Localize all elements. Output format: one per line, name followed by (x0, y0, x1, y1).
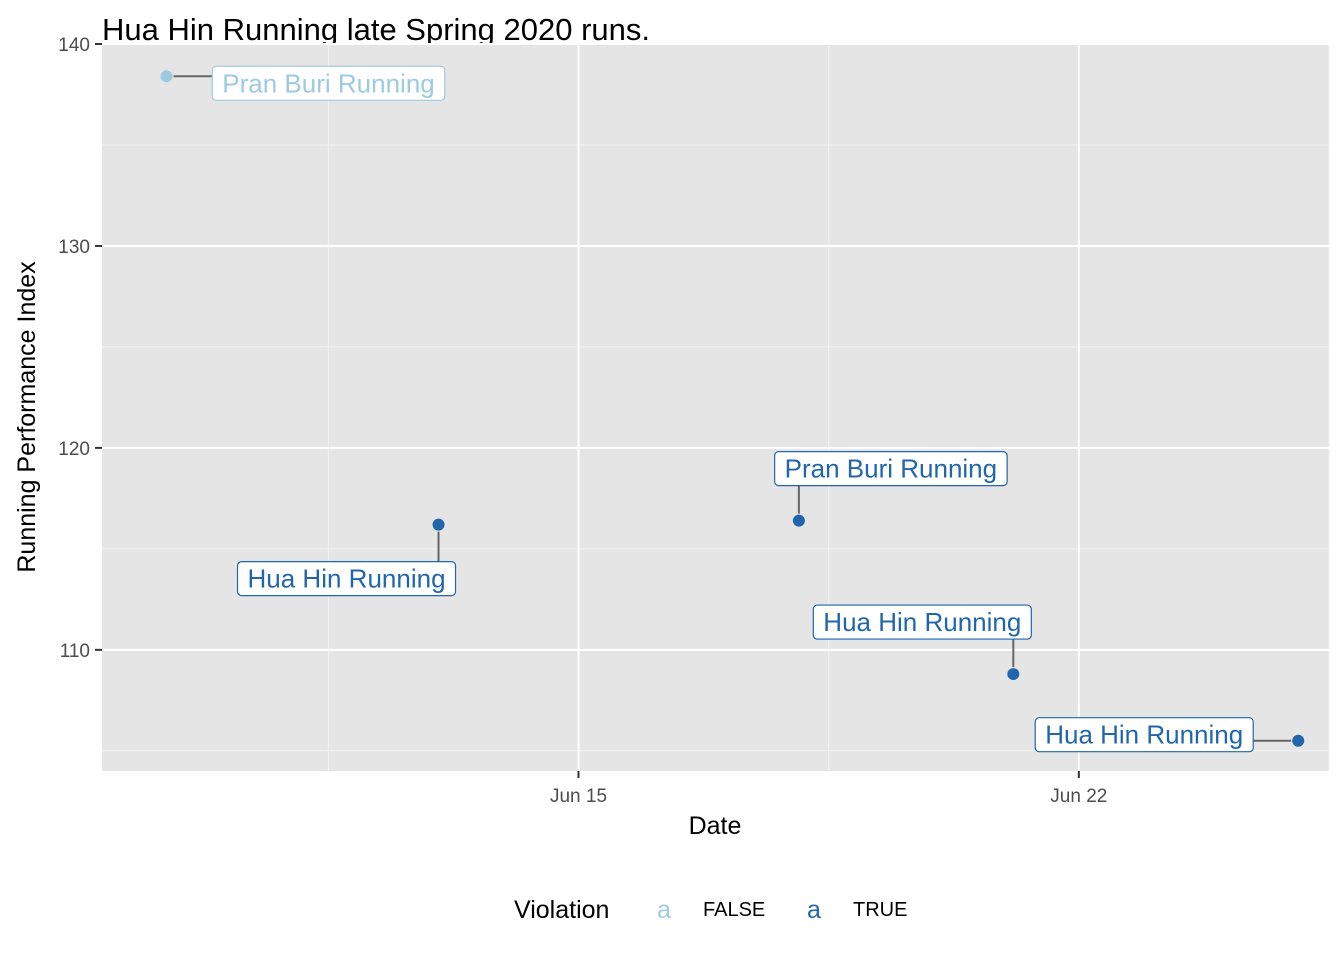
x-axis: Jun 15 Jun 22 (550, 771, 1107, 807)
plot-panel (102, 44, 1329, 771)
data-point (1292, 734, 1305, 747)
point-label-text: Hua Hin Running (823, 607, 1021, 637)
label-connectors (173, 75, 1292, 742)
data-point (432, 518, 445, 531)
point-label-text: Pran Buri Running (222, 68, 434, 98)
y-axis-title: Running Performance Index (13, 261, 41, 573)
data-point (792, 514, 805, 527)
data-points (160, 70, 1305, 747)
data-point (1007, 668, 1020, 681)
x-axis-title: Date (689, 812, 742, 840)
point-label-box (812, 604, 1032, 640)
point-label-text: Hua Hin Running (1045, 720, 1243, 750)
legend-label: FALSE (703, 899, 765, 921)
grid-major (102, 43, 1329, 771)
x-tick-label: Jun 15 (550, 786, 607, 807)
y-tick-label: 110 (60, 641, 90, 662)
point-labels: Pran Buri Running Hua Hin Running Pran Bur… (211, 65, 1254, 753)
point-label-box (211, 65, 446, 101)
x-tick-label: Jun 22 (1050, 786, 1107, 807)
legend: Violation a FALSE a TRUE (514, 896, 907, 924)
legend-key: a (807, 896, 821, 924)
legend-label: TRUE (853, 899, 907, 921)
y-tick-label: 130 (58, 237, 90, 258)
data-point (160, 70, 173, 83)
point-label-box (774, 450, 1008, 487)
point-label-text: Pran Buri Running (785, 454, 997, 484)
chart-title: Hua Hin Running late Spring 2020 runs. (102, 12, 650, 47)
point-label-box (236, 561, 457, 597)
y-tick-label: 120 (58, 439, 90, 460)
point-label-box (1034, 717, 1254, 753)
legend-key: a (657, 896, 671, 924)
y-axis: 110 120 130 140 (58, 35, 102, 662)
legend-title: Violation (514, 896, 609, 924)
y-tick-label: 140 (58, 35, 90, 56)
point-label-text: Hua Hin Running (248, 564, 446, 594)
